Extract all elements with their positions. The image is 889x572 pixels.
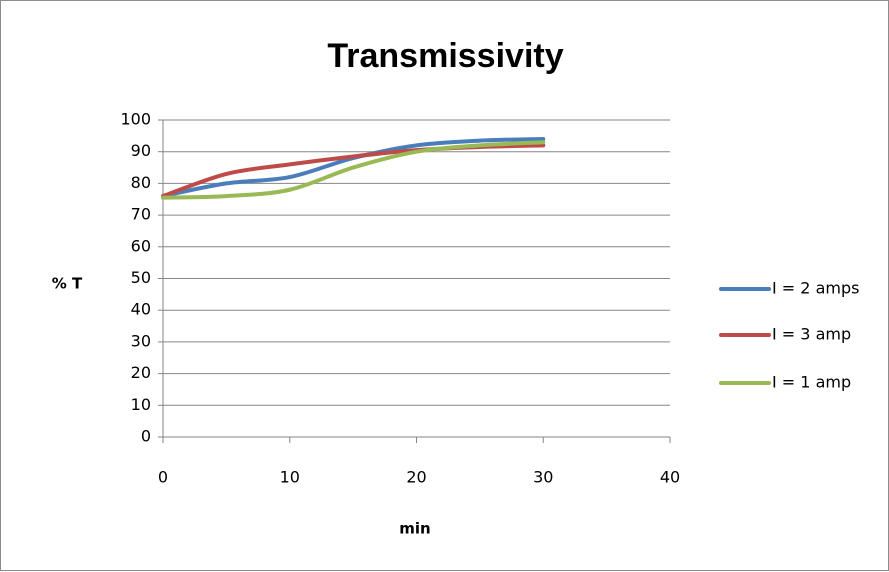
y-tick-label: 90	[131, 141, 151, 160]
x-tick-label: 20	[406, 468, 426, 487]
legend-label: I = 1 amp	[772, 373, 851, 392]
legend-item: I = 3 amp	[719, 325, 851, 344]
legend-label: I = 3 amp	[772, 325, 851, 344]
y-tick-label: 70	[131, 205, 151, 224]
x-tick-label: 0	[158, 468, 168, 487]
y-tick-label: 40	[131, 300, 151, 319]
y-tick-label: 30	[131, 331, 151, 350]
y-tick-label: 20	[131, 363, 151, 382]
axes	[158, 119, 671, 443]
y-tick-label: 0	[141, 427, 151, 446]
y-tick-label: 10	[131, 395, 151, 414]
gridlines	[163, 119, 670, 406]
y-tick-label: 100	[120, 110, 151, 129]
legend-label: I = 2 amps	[772, 279, 859, 298]
x-tick-label: 30	[533, 468, 553, 487]
y-tick-label: 60	[131, 236, 151, 255]
x-axis-label: min	[399, 520, 430, 538]
series-3	[161, 140, 546, 200]
legend: I = 2 amps I = 3 amp I = 1 amp	[719, 279, 859, 392]
x-tick-label: 40	[660, 468, 680, 487]
y-tick-label: 80	[131, 173, 151, 192]
series-2	[161, 143, 546, 199]
series-line	[161, 140, 546, 200]
y-axis-label: % T	[52, 275, 83, 293]
legend-item: I = 2 amps	[719, 279, 859, 298]
x-tick-label: 10	[280, 468, 300, 487]
series-line	[161, 143, 546, 199]
y-tick-labels: 0 10 20 30 40 50 60 70 80 90 100	[120, 110, 151, 446]
x-tick-labels: 0 10 20 30 40	[158, 468, 680, 487]
y-tick-label: 50	[131, 268, 151, 287]
series-lines	[161, 137, 546, 200]
chart-title: Transmissivity	[327, 37, 564, 75]
legend-item: I = 1 amp	[719, 373, 851, 392]
